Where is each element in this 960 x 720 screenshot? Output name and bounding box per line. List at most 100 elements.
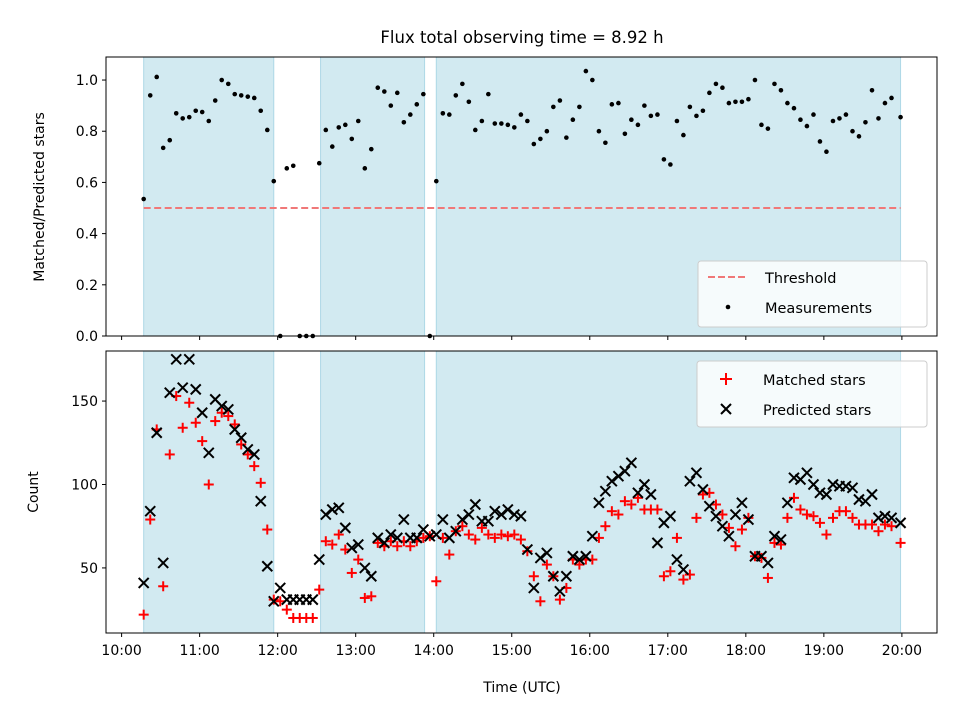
measurement-point — [804, 123, 810, 129]
measurement-point — [726, 100, 732, 106]
measurement-point — [661, 157, 667, 162]
measurement-point — [694, 113, 699, 119]
predicted-point — [515, 510, 527, 522]
matched-point — [476, 522, 487, 533]
ratio-axes: 0.0 0.2 0.4 0.6 0.8 1.0 — [76, 73, 903, 345]
matched-point — [249, 461, 260, 472]
predicted-point — [723, 530, 735, 542]
measurement-point — [499, 121, 504, 126]
predicted-point — [352, 538, 364, 551]
predicted-point — [222, 403, 234, 416]
legend-predicted-swatch — [720, 403, 732, 415]
predicted-point — [853, 493, 865, 506]
measurement-point — [141, 196, 146, 202]
measurement-point — [655, 112, 660, 117]
measurement-point — [323, 127, 329, 133]
matched-point — [743, 512, 754, 523]
predicted-point — [599, 485, 612, 497]
predicted-point — [469, 498, 482, 511]
measurement-point — [154, 74, 160, 80]
legend-measurements-swatch — [725, 304, 731, 310]
predicted-point — [664, 510, 677, 522]
measurement-point — [525, 118, 530, 124]
measurement-point — [590, 77, 595, 83]
matched-point — [509, 529, 520, 540]
measurement-point — [225, 81, 231, 87]
measurement-point — [863, 119, 868, 125]
measurement-point — [401, 119, 407, 125]
matched-point — [489, 532, 500, 543]
matched-point — [528, 571, 539, 582]
measurement-point — [713, 81, 719, 87]
predicted-point — [866, 488, 878, 501]
measurement-point — [551, 104, 556, 110]
x-tick-label: 16:00 — [570, 643, 610, 659]
measurement-point — [238, 93, 244, 98]
predicted-point — [801, 467, 813, 479]
measurement-point — [173, 111, 179, 116]
predicted-point — [846, 482, 859, 494]
matched-point — [496, 529, 507, 540]
ratio-legend-box — [697, 260, 928, 328]
measurement-point — [271, 178, 277, 184]
count-data-layer — [137, 353, 907, 623]
measurement-point — [687, 104, 693, 110]
predicted-point — [248, 448, 260, 461]
predicted-point — [463, 508, 475, 521]
matched-point — [619, 496, 630, 507]
matched-point — [788, 492, 799, 503]
measurement-point — [199, 109, 205, 115]
matched-point — [658, 571, 669, 582]
matched-point — [158, 581, 169, 592]
ratio-panel: 0.0 0.2 0.4 0.6 0.8 1.0 Matched/Predicted sta… — [32, 56, 938, 345]
predicted-point — [606, 475, 618, 487]
measurement-point — [447, 112, 452, 117]
matched-point — [262, 524, 273, 535]
measurement-point — [778, 87, 784, 93]
measurement-point — [382, 89, 387, 94]
count-plot-frame — [105, 350, 938, 634]
measurement-point — [362, 166, 368, 171]
matched-point — [626, 499, 637, 510]
predicted-point — [710, 510, 722, 522]
predicted-point — [593, 497, 605, 509]
measurement-point — [596, 128, 602, 134]
measurement-point — [433, 178, 439, 184]
measurement-point — [681, 132, 686, 138]
matched-point — [541, 559, 552, 570]
measurement-point — [466, 99, 472, 105]
matched-point — [684, 569, 695, 580]
predicted-point — [645, 488, 657, 501]
matched-point — [203, 479, 214, 490]
measurement-point — [193, 108, 199, 114]
predicted-point — [183, 353, 195, 366]
matched-point — [879, 519, 890, 530]
matched-point — [392, 541, 403, 552]
measurement-point — [186, 114, 192, 120]
predicted-point — [456, 513, 469, 526]
matched-point — [223, 411, 234, 422]
matched-point — [483, 529, 494, 540]
matched-point — [502, 531, 513, 542]
measurement-point — [538, 136, 543, 142]
predicted-point — [547, 570, 560, 582]
matched-point — [457, 521, 468, 532]
predicted-point — [333, 502, 345, 514]
predicted-point — [573, 553, 586, 566]
predicted-point — [190, 383, 202, 396]
matched-point — [372, 537, 383, 548]
count-legend-box — [696, 360, 928, 428]
matched-point — [346, 567, 357, 578]
measurement-point — [785, 100, 790, 106]
measurement-point — [160, 145, 166, 151]
matched-point — [821, 529, 832, 540]
matched-point — [327, 539, 338, 550]
matched-point — [827, 512, 838, 523]
predicted-point — [157, 557, 169, 569]
predicted-point — [437, 513, 449, 526]
measurement-point — [583, 68, 589, 74]
predicted-point — [242, 443, 254, 456]
predicted-point — [372, 532, 384, 544]
measurement-point — [856, 134, 862, 139]
x-tick-label: 19:00 — [804, 643, 844, 659]
